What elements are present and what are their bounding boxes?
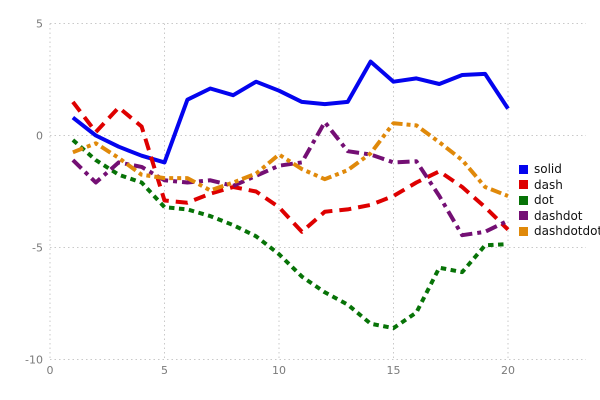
y-tick-label: -5 (32, 242, 43, 255)
legend-item-dashdot: dashdot (519, 210, 600, 222)
legend-item-dot: dot (519, 194, 600, 206)
series-line-dot (71, 138, 509, 331)
series-line-solid (71, 59, 510, 165)
series-line-dash (71, 100, 510, 234)
series-line-dashdot (71, 120, 509, 238)
legend-item-dashdotdot: dashdotdot (519, 225, 600, 237)
x-tick-label: 10 (272, 364, 286, 377)
legend-label: dashdotdot (534, 224, 600, 238)
y-tick-label: 0 (36, 130, 43, 143)
x-tick-label: 20 (501, 364, 515, 377)
legend-swatch-icon (519, 180, 528, 189)
legend-swatch-icon (519, 226, 528, 236)
chart-legend: solid dash dot dashdot dashdotdot (519, 163, 600, 237)
x-tick-label: 15 (387, 364, 401, 377)
legend-label: dash (534, 177, 563, 192)
legend-swatch-icon (519, 164, 528, 174)
legend-label: dot (534, 193, 554, 207)
legend-swatch-icon (519, 211, 528, 220)
legend-swatch-icon (519, 195, 528, 205)
series-line-dashdotdot (72, 121, 509, 198)
legend-label: dashdot (534, 208, 583, 223)
legend-item-dash: dash (519, 179, 600, 191)
legend-label: solid (534, 162, 562, 176)
y-tick-label: 5 (36, 18, 43, 31)
x-tick-label: 0 (47, 364, 54, 377)
x-tick-label: 5 (161, 364, 168, 377)
legend-item-solid: solid (519, 163, 600, 175)
y-tick-label: -10 (25, 354, 43, 367)
